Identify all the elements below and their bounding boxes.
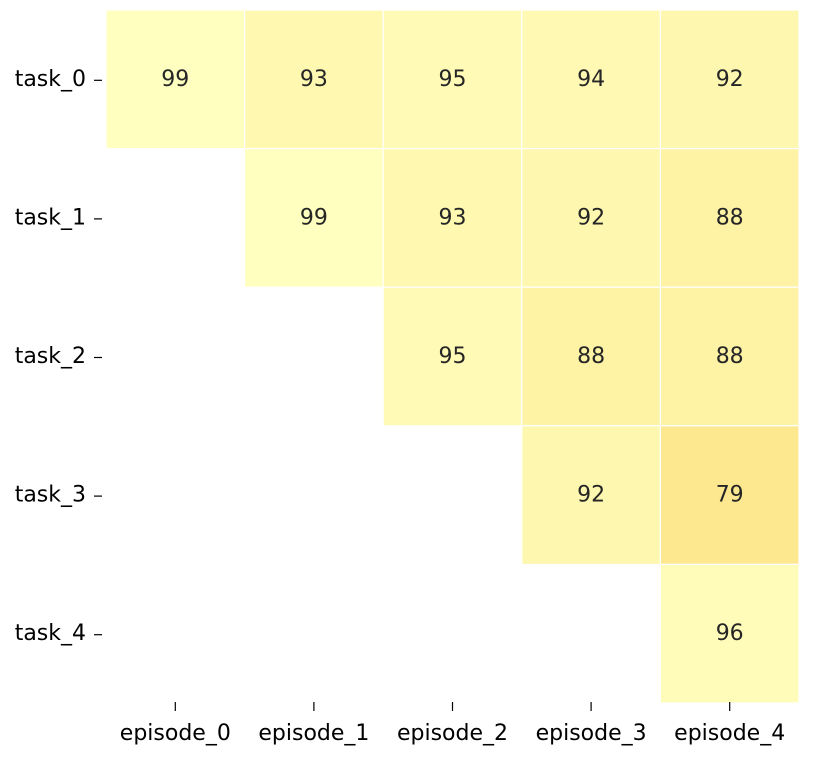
heatmap-cell-labels: 99 93 95 94 92 99 93 92 88 95 88 88 92 79 96	[161, 67, 743, 646]
heatmap-cell-task_3-episode_4	[659, 425, 800, 565]
heatmap-cell-task_0-episode_0	[105, 9, 246, 150]
heatmap-cell-task_1-episode_1	[244, 148, 384, 288]
y-tick-label-task_3: task_3	[15, 483, 86, 508]
cell-value-task_1-episode_3: 92	[577, 205, 605, 230]
cell-value-task_0-episode_2: 95	[439, 67, 467, 92]
cell-value-task_2-episode_4: 88	[716, 344, 744, 369]
heatmap-cell-task_4-episode_4	[659, 563, 800, 704]
cell-value-task_3-episode_3: 92	[577, 483, 605, 508]
y-tick-label-task_2: task_2	[15, 344, 86, 369]
cell-value-task_2-episode_2: 95	[439, 344, 467, 369]
heatmap-cells	[105, 9, 800, 704]
heatmap-cell-task_1-episode_3	[521, 148, 661, 288]
heatmap-cell-task_2-episode_4	[659, 286, 800, 427]
cell-value-task_2-episode_3: 88	[577, 344, 605, 369]
heatmap-cell-task_0-episode_1	[244, 9, 384, 150]
cell-value-task_1-episode_4: 88	[716, 205, 744, 230]
cell-value-task_4-episode_4: 96	[716, 621, 744, 646]
heatmap-cell-task_0-episode_4	[659, 9, 800, 150]
cell-value-task_0-episode_3: 94	[577, 67, 605, 92]
x-tick-label-episode_2: episode_2	[397, 721, 508, 746]
heatmap-cell-task_2-episode_2	[382, 286, 523, 427]
heatmap-cell-task_3-episode_3	[521, 425, 661, 565]
cell-value-task_0-episode_0: 99	[161, 67, 189, 92]
y-tick-label-task_0: task_0	[15, 67, 86, 92]
cell-value-task_3-episode_4: 79	[716, 483, 744, 508]
x-tick-label-episode_0: episode_0	[120, 721, 231, 746]
heatmap-cell-task_0-episode_3	[521, 9, 661, 150]
x-tick-label-episode_1: episode_1	[258, 721, 369, 746]
y-tick-label-task_4: task_4	[15, 621, 86, 646]
x-tick-label-episode_4: episode_4	[674, 721, 785, 746]
y-axis: task_0 task_1 task_2 task_3 task_4	[15, 67, 102, 646]
y-tick-label-task_1: task_1	[15, 205, 86, 230]
cell-value-task_0-episode_1: 93	[300, 67, 328, 92]
x-axis: episode_0 episode_1 episode_2 episode_3 epis…	[120, 702, 785, 746]
x-tick-label-episode_3: episode_3	[536, 721, 647, 746]
heatmap-cell-task_0-episode_2	[382, 9, 523, 150]
cell-value-task_0-episode_4: 92	[716, 67, 744, 92]
cell-value-task_1-episode_1: 99	[300, 205, 328, 230]
cell-value-task_1-episode_2: 93	[439, 205, 467, 230]
